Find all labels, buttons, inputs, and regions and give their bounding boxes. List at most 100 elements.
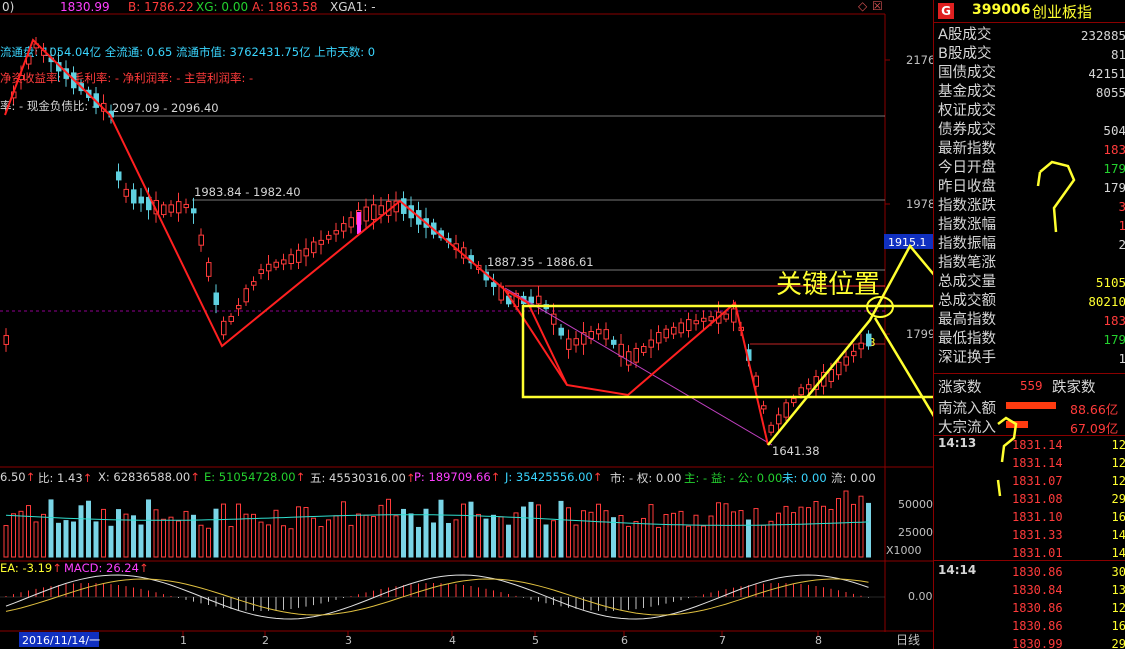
candle-body (851, 350, 857, 357)
close-icon[interactable]: ☒ (872, 0, 883, 13)
quote-row-label: 国债成交 (938, 65, 996, 81)
volume-bar (138, 524, 144, 558)
volume-bar (836, 498, 841, 558)
quote-row: 今日开盘 179 (938, 159, 1125, 178)
candle-body (348, 217, 354, 228)
volume-bar (731, 511, 736, 558)
period-label[interactable]: 日线 (896, 633, 920, 647)
volume-bar (723, 503, 729, 558)
volume-bar (656, 526, 661, 558)
candle-body (693, 320, 699, 325)
tick-volume: 14 (1111, 528, 1125, 542)
quote-row: 指数涨幅 1 (938, 216, 1125, 235)
volume-bar (806, 507, 811, 558)
volume-bar (438, 499, 444, 558)
tick-volume: 14 (1111, 546, 1125, 560)
tick-price: 1831.33 (1012, 528, 1063, 542)
volume-bar (708, 515, 714, 558)
volume-bar (423, 508, 429, 558)
candle-body (243, 288, 249, 303)
volume-bar (603, 510, 609, 558)
quote-row: 指数振幅 2 (938, 235, 1125, 254)
candle-body (168, 204, 174, 213)
quote-row-value: 5105 (1095, 275, 1125, 290)
volume-bar (693, 514, 699, 558)
rise-count-label: 涨家数 (938, 380, 982, 396)
quote-row-value: 1 (1118, 218, 1125, 233)
index-name: 创业板指 (1032, 3, 1093, 21)
g-badge[interactable]: G (938, 3, 954, 19)
volume-bar (11, 513, 16, 558)
level-label-3: 1887.35 - 1886.61 (487, 255, 594, 269)
block-inflow-value: 67.09亿 (1070, 421, 1119, 436)
volume-bar (303, 506, 309, 558)
volume-bar (573, 524, 579, 558)
volume-bar (858, 495, 864, 558)
volume-bar (18, 510, 24, 558)
volume-bar (71, 521, 76, 558)
candle-body (701, 317, 707, 322)
candle-body (296, 249, 302, 263)
volume-bar (491, 514, 496, 558)
tick-volume: 13 (1111, 583, 1125, 597)
candle-body (378, 205, 384, 216)
tick-row: 1831.14 12 (934, 436, 1125, 454)
volume-bar (168, 516, 174, 558)
candle-body (536, 295, 542, 305)
tick-price: 1831.01 (1012, 546, 1063, 560)
quote-row: B股成交 81 (938, 45, 1125, 64)
volume-bar (348, 524, 354, 558)
candle-body (558, 327, 564, 336)
quote-row-value: 179 (1103, 332, 1125, 347)
current-value: 1830.99 (60, 0, 110, 14)
candle-body (596, 328, 602, 335)
volume-bar (93, 521, 99, 558)
quote-row-value: 504 (1103, 123, 1125, 138)
candle-body (768, 424, 774, 433)
block-inflow-label: 大宗流入 (938, 420, 996, 436)
candle-body (281, 259, 287, 265)
volume-bar (566, 507, 571, 558)
x-axis-label: 2 (262, 634, 269, 647)
tick-volume: 29 (1111, 492, 1125, 506)
volume-bar (78, 505, 84, 558)
candle-body (206, 262, 212, 277)
volume-bar (191, 514, 196, 558)
vol-pending: 未: 0.00 (782, 471, 827, 485)
candle-body (776, 414, 782, 425)
quote-row: 权证成交 (938, 102, 1125, 121)
quote-panel: G 399006 创业板指 A股成交 232885 B股成交 81 国债成交 42151 基… (933, 0, 1125, 649)
key-position-label: 关键位置 (776, 270, 880, 300)
candle-body (138, 196, 144, 204)
b-value: B: 1786.22 (128, 0, 194, 14)
quote-row: 最低指数 179 (938, 330, 1125, 349)
tick-time-1: 14:13 (938, 436, 977, 450)
candle-body (191, 208, 197, 214)
quote-row-value: 42151 (1088, 66, 1125, 81)
volume-bar (768, 520, 774, 558)
volume-bar (26, 505, 31, 558)
tick-price: 1830.86 (1012, 619, 1063, 633)
volume-bar (476, 513, 481, 558)
volume-bar (536, 504, 541, 558)
candle-body (123, 188, 129, 197)
volume-bar (521, 506, 526, 558)
volume-bar (483, 518, 489, 558)
volume-bar (86, 500, 91, 558)
volume-bar (296, 506, 301, 558)
candle-body (641, 345, 647, 353)
candle-body (836, 361, 842, 376)
candle-body (723, 313, 729, 320)
volume-bar (258, 521, 264, 558)
diamond-icon[interactable]: ◇ (858, 0, 868, 13)
volume-bar (108, 525, 114, 558)
tick-row: 1831.07 12 (934, 472, 1125, 490)
volume-bar (3, 525, 9, 558)
volume-bar (273, 509, 279, 558)
quote-row-label: A股成交 (938, 27, 992, 43)
volume-bar (633, 521, 639, 558)
tick-row: 1830.86 12 (934, 599, 1125, 617)
top-prefix: 0) (2, 0, 15, 14)
a-value: A: 1863.58 (252, 0, 318, 14)
volume-tick-1: 50000 (898, 498, 933, 511)
